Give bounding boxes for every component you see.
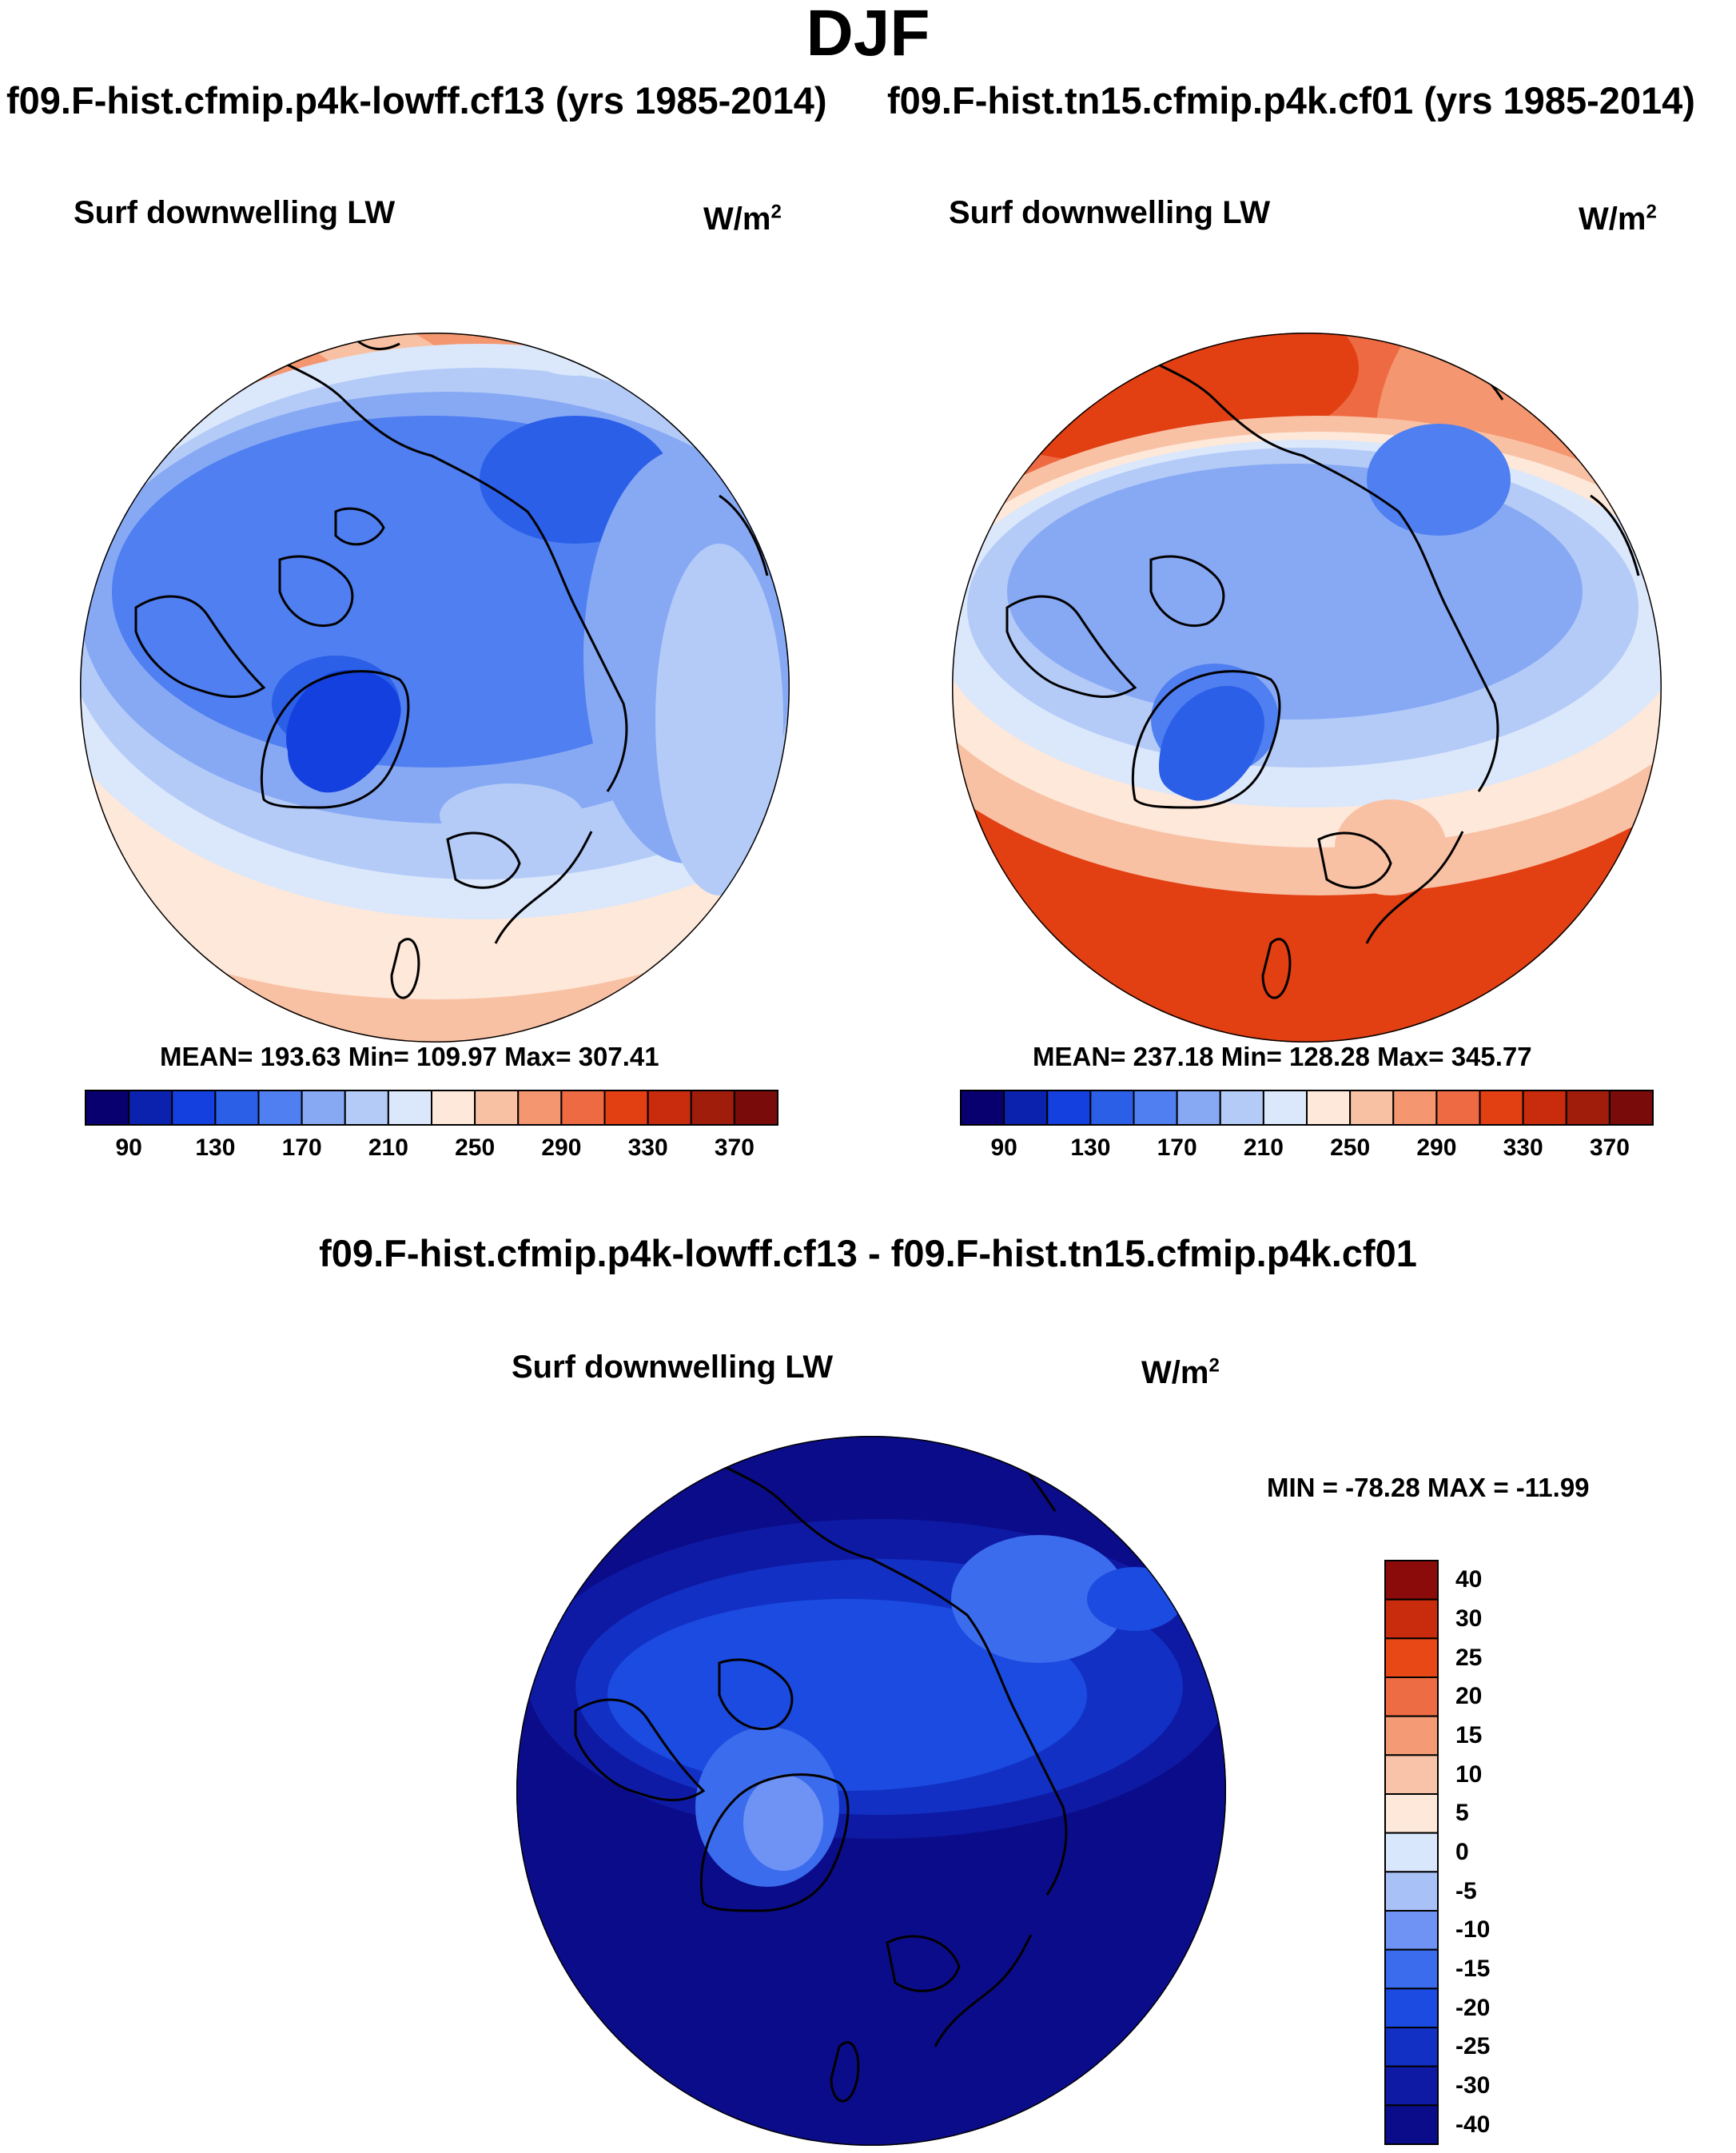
colorbar-tick-label: 170 — [1157, 1134, 1197, 1161]
panel1-stats: MEAN= 193.63 Min= 109.97 Max= 307.41 — [160, 1042, 659, 1071]
colorbar-tick-label: 210 — [1243, 1134, 1284, 1161]
colorbar-box — [1565, 1090, 1611, 1126]
colorbar-box — [1384, 1715, 1439, 1756]
colorbar-tick-label: 330 — [627, 1134, 668, 1161]
colorbar-box — [1384, 2027, 1439, 2067]
colorbar-tick-label: 130 — [1070, 1134, 1111, 1161]
panel2-map — [952, 333, 1662, 1043]
colorbar-box — [1262, 1090, 1308, 1126]
colorbar-box — [474, 1090, 520, 1126]
colorbar-box — [387, 1090, 432, 1126]
colorbar-tick-label: -5 — [1455, 1877, 1477, 1904]
panel1-colorbar — [85, 1090, 778, 1126]
colorbar-box — [1133, 1090, 1178, 1126]
colorbar-tick-label: 250 — [1330, 1134, 1371, 1161]
colorbar-tick-label: 20 — [1455, 1683, 1483, 1710]
colorbar-box — [1384, 1637, 1439, 1678]
colorbar-box — [1384, 1871, 1439, 1912]
colorbar-tick-label: -30 — [1455, 2072, 1491, 2099]
colorbar-box — [257, 1090, 303, 1126]
colorbar-box — [1176, 1090, 1221, 1126]
diff-units: W/m2 — [1141, 1354, 1220, 1390]
colorbar-tick-label: 250 — [455, 1134, 496, 1161]
colorbar-tick-label: 10 — [1455, 1760, 1483, 1788]
colorbar-tick-label: 40 — [1455, 1566, 1483, 1593]
colorbar-tick-label: 30 — [1455, 1605, 1483, 1632]
main-title: DJF — [806, 0, 930, 70]
colorbar-box — [1435, 1090, 1481, 1126]
colorbar-box — [1384, 2065, 1439, 2107]
panel1-map — [80, 333, 790, 1043]
colorbar-box — [1384, 1832, 1439, 1873]
colorbar-tick-label: -40 — [1455, 2111, 1491, 2138]
colorbar-tick-label: 25 — [1455, 1644, 1483, 1671]
colorbar-tick-label: 210 — [368, 1134, 408, 1161]
colorbar-box — [301, 1090, 346, 1126]
diff-map — [516, 1436, 1226, 2146]
colorbar-box — [431, 1090, 476, 1126]
colorbar-tick-label: -10 — [1455, 1916, 1491, 1944]
colorbar-tick-label: -20 — [1455, 1994, 1491, 2021]
colorbar-box — [1306, 1090, 1352, 1126]
colorbar-tick-label: 330 — [1503, 1134, 1543, 1161]
panel2-colorbar — [960, 1090, 1654, 1126]
colorbar-tick-label: 170 — [281, 1134, 322, 1161]
colorbar-box — [1384, 2104, 1439, 2145]
colorbar-tick-label: 290 — [1416, 1134, 1457, 1161]
colorbar-box — [1384, 1948, 1439, 1990]
colorbar-tick-label: 90 — [990, 1134, 1017, 1161]
colorbar-box — [85, 1090, 130, 1126]
diff-colorbar — [1384, 1560, 1439, 2145]
colorbar-tick-label: 5 — [1455, 1800, 1469, 1827]
panel1-case-title: f09.F-hist.cfmip.p4k-lowff.cf13 (yrs 198… — [6, 79, 827, 122]
diff-title: f09.F-hist.cfmip.p4k-lowff.cf13 - f09.F-… — [319, 1232, 1417, 1274]
panel2-variable-label: Surf downwelling LW — [949, 195, 1271, 230]
colorbar-box — [517, 1090, 563, 1126]
colorbar-box — [1384, 1560, 1439, 1601]
colorbar-box — [1384, 1988, 1439, 2028]
colorbar-box — [1392, 1090, 1438, 1126]
colorbar-tick-label: 370 — [714, 1134, 755, 1161]
colorbar-box — [1522, 1090, 1567, 1126]
colorbar-box — [690, 1090, 735, 1126]
colorbar-box — [1479, 1090, 1524, 1126]
colorbar-box — [1384, 1598, 1439, 1640]
colorbar-box — [603, 1090, 649, 1126]
colorbar-tick-label: 370 — [1589, 1134, 1630, 1161]
colorbar-box — [1349, 1090, 1395, 1126]
diff-variable-label: Surf downwelling LW — [512, 1350, 834, 1385]
panel2-units: W/m2 — [1579, 201, 1657, 237]
colorbar-tick-label: 130 — [195, 1134, 236, 1161]
panel1-variable-label: Surf downwelling LW — [74, 195, 396, 230]
colorbar-box — [214, 1090, 260, 1126]
diff-minmax: MIN = -78.28 MAX = -11.99 — [1267, 1473, 1590, 1502]
colorbar-box — [171, 1090, 217, 1126]
colorbar-box — [560, 1090, 606, 1126]
colorbar-tick-label: 15 — [1455, 1722, 1483, 1748]
colorbar-box — [960, 1090, 1005, 1126]
colorbar-tick-label: 0 — [1455, 1839, 1469, 1865]
colorbar-box — [733, 1090, 778, 1126]
colorbar-box — [1003, 1090, 1049, 1126]
colorbar-tick-label: 90 — [115, 1134, 142, 1161]
colorbar-box — [1384, 1677, 1439, 1717]
colorbar-tick-label: 290 — [541, 1134, 582, 1161]
colorbar-tick-label: -25 — [1455, 2033, 1491, 2060]
panel2-case-title: f09.F-hist.tn15.cfmip.p4k.cf01 (yrs 1985… — [887, 79, 1695, 122]
colorbar-box — [1384, 1754, 1439, 1795]
panel2-stats: MEAN= 237.18 Min= 128.28 Max= 345.77 — [1033, 1042, 1532, 1071]
colorbar-box — [1608, 1090, 1654, 1126]
colorbar-box — [1384, 1910, 1439, 1951]
colorbar-tick-label: -15 — [1455, 1956, 1491, 1982]
colorbar-box — [647, 1090, 692, 1126]
colorbar-box — [344, 1090, 389, 1126]
colorbar-box — [1046, 1090, 1092, 1126]
colorbar-box — [1384, 1793, 1439, 1834]
colorbar-box — [1219, 1090, 1264, 1126]
panel1-units: W/m2 — [703, 201, 782, 237]
colorbar-box — [1089, 1090, 1135, 1126]
colorbar-box — [128, 1090, 173, 1126]
